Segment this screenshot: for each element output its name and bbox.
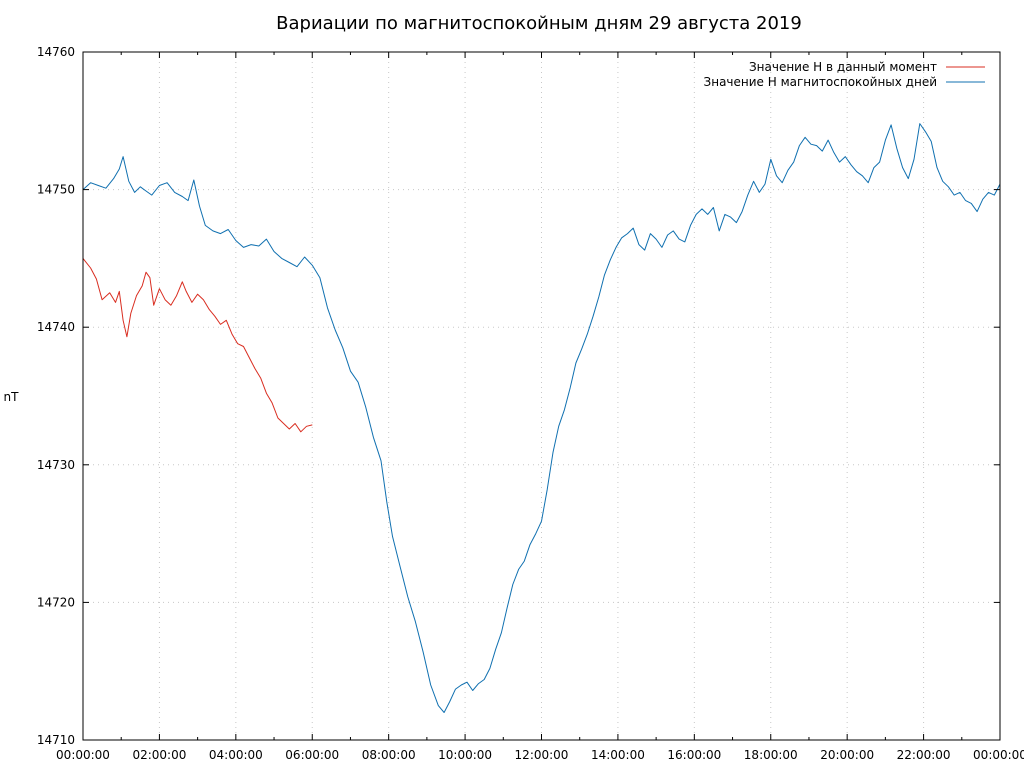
y-tick-label: 14740 xyxy=(37,320,75,334)
y-tick-label: 14760 xyxy=(37,45,75,59)
y-tick-label: 14710 xyxy=(37,733,75,747)
plot-frame xyxy=(82,51,1001,741)
x-tick-label: 14:00:00 xyxy=(591,748,645,762)
x-tick-label: 12:00:00 xyxy=(515,748,569,762)
series-line-2 xyxy=(82,123,1001,713)
x-tick-label: 10:00:00 xyxy=(438,748,492,762)
y-axis: 14710 14720 14730 14740 14750 14760 xyxy=(37,45,1000,747)
x-tick-label: 06:00:00 xyxy=(285,748,339,762)
x-axis: 00:00:00 02:00:00 04:00:00 06:00:00 08:00:00… xyxy=(56,52,1024,762)
x-tick-label: 04:00:00 xyxy=(209,748,263,762)
x-tick-label: 00:00:00 xyxy=(56,748,110,762)
chart-title: Вариации по магнитоспокойным дням 29 авг… xyxy=(276,13,802,34)
y-tick-label: 14730 xyxy=(37,458,75,472)
legend-label-1: Значение H в данный момент xyxy=(749,60,937,74)
x-tick-label: 08:00:00 xyxy=(362,748,416,762)
x-tick-label: 02:00:00 xyxy=(132,748,186,762)
legend-label-2: Значение H магнитоспокойных дней xyxy=(704,75,937,89)
x-tick-label: 16:00:00 xyxy=(667,748,721,762)
y-tick-label: 14750 xyxy=(37,183,75,197)
grid xyxy=(83,52,1000,740)
series-lines xyxy=(82,123,1001,713)
y-tick-label: 14720 xyxy=(37,595,75,609)
y-axis-label: nT xyxy=(4,390,20,404)
x-tick-label: 00:00:00 xyxy=(973,748,1024,762)
x-tick-label: 18:00:00 xyxy=(744,748,798,762)
series-line-1 xyxy=(82,258,313,433)
plot-border xyxy=(82,51,1001,741)
x-tick-label: 22:00:00 xyxy=(897,748,951,762)
x-tick-label: 20:00:00 xyxy=(820,748,874,762)
